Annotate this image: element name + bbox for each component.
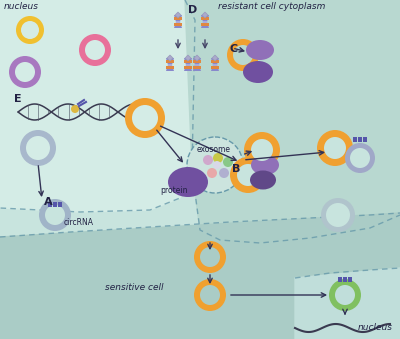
Circle shape: [200, 285, 220, 305]
Text: nucleus: nucleus: [4, 2, 39, 11]
Circle shape: [251, 139, 273, 161]
Circle shape: [335, 285, 355, 305]
Text: D: D: [188, 5, 197, 15]
Bar: [176, 21, 180, 23]
Circle shape: [71, 105, 79, 113]
Bar: [211, 66, 219, 69]
Polygon shape: [201, 15, 209, 28]
Bar: [184, 60, 192, 63]
Circle shape: [237, 164, 259, 186]
Bar: [58, 202, 60, 207]
Bar: [348, 277, 350, 282]
Polygon shape: [295, 268, 400, 339]
Text: resistant cell cytoplasm: resistant cell cytoplasm: [218, 2, 325, 11]
Polygon shape: [174, 15, 182, 28]
Circle shape: [233, 45, 253, 65]
Text: A: A: [44, 197, 53, 207]
Bar: [345, 277, 347, 282]
Circle shape: [39, 199, 71, 231]
Bar: [174, 17, 182, 20]
Circle shape: [203, 155, 213, 165]
Circle shape: [350, 148, 370, 168]
Polygon shape: [211, 58, 219, 71]
Bar: [53, 202, 55, 207]
Ellipse shape: [250, 171, 276, 190]
Bar: [355, 137, 357, 142]
Circle shape: [227, 39, 259, 71]
Bar: [168, 64, 172, 66]
Circle shape: [79, 34, 111, 66]
Polygon shape: [185, 55, 191, 61]
Circle shape: [244, 132, 280, 168]
Circle shape: [345, 143, 375, 173]
Polygon shape: [212, 55, 218, 61]
Bar: [201, 17, 209, 20]
Circle shape: [20, 130, 56, 166]
Ellipse shape: [246, 40, 274, 60]
Circle shape: [45, 205, 65, 225]
Text: B: B: [232, 164, 240, 174]
Circle shape: [223, 157, 233, 167]
Circle shape: [187, 137, 243, 193]
Bar: [166, 66, 174, 69]
Bar: [48, 202, 50, 207]
Polygon shape: [202, 12, 208, 18]
Circle shape: [207, 168, 217, 178]
Polygon shape: [0, 0, 195, 212]
Circle shape: [326, 203, 350, 227]
Bar: [50, 202, 52, 207]
Polygon shape: [175, 12, 181, 18]
Circle shape: [85, 40, 105, 60]
Circle shape: [329, 279, 361, 311]
Circle shape: [9, 56, 41, 88]
Bar: [213, 64, 217, 66]
Bar: [360, 137, 362, 142]
Circle shape: [16, 16, 44, 44]
Ellipse shape: [243, 61, 273, 83]
Bar: [55, 202, 57, 207]
Circle shape: [26, 136, 50, 160]
Bar: [186, 64, 190, 66]
Text: circRNA: circRNA: [64, 218, 94, 227]
Bar: [340, 277, 342, 282]
Bar: [195, 64, 199, 66]
Circle shape: [321, 198, 355, 232]
Bar: [358, 137, 360, 142]
Circle shape: [317, 130, 353, 166]
Text: E: E: [14, 94, 22, 104]
Bar: [365, 137, 367, 142]
Text: nucleus: nucleus: [358, 323, 393, 332]
Circle shape: [132, 105, 158, 131]
Circle shape: [200, 247, 220, 267]
Bar: [211, 60, 219, 63]
Text: exosome: exosome: [197, 145, 231, 154]
Bar: [338, 277, 340, 282]
Polygon shape: [185, 0, 400, 243]
Circle shape: [213, 161, 221, 169]
Ellipse shape: [251, 155, 279, 175]
Polygon shape: [0, 213, 400, 339]
Polygon shape: [193, 58, 201, 71]
Bar: [193, 60, 201, 63]
Circle shape: [125, 98, 165, 138]
Circle shape: [15, 62, 35, 82]
Circle shape: [21, 21, 39, 39]
Circle shape: [219, 168, 229, 178]
Bar: [201, 23, 209, 26]
Polygon shape: [166, 58, 174, 71]
Circle shape: [194, 241, 226, 273]
Bar: [166, 60, 174, 63]
Text: protein: protein: [160, 186, 188, 195]
Polygon shape: [184, 58, 192, 71]
Bar: [203, 21, 207, 23]
Ellipse shape: [168, 167, 208, 197]
Text: C: C: [230, 44, 238, 54]
Circle shape: [324, 137, 346, 159]
Text: sensitive cell: sensitive cell: [105, 283, 164, 292]
Bar: [60, 202, 62, 207]
Bar: [193, 66, 201, 69]
Polygon shape: [194, 55, 200, 61]
Circle shape: [213, 153, 223, 163]
Bar: [184, 66, 192, 69]
